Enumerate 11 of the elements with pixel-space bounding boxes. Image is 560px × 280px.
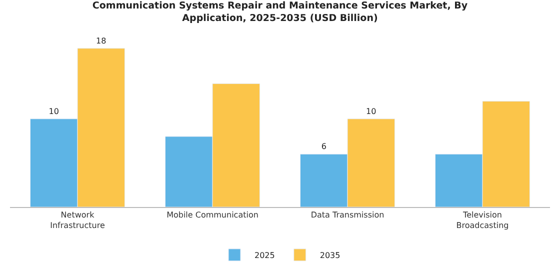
x-tick-label: Mobile Communication xyxy=(166,210,258,220)
data-label: 10 xyxy=(48,106,59,116)
x-tick-label: Network Infrastructure xyxy=(50,210,105,230)
data-label: 18 xyxy=(96,36,106,46)
chart-title: Communication Systems Repair and Maintenance Services Market, By Application, 2025-2035 (USD Billion) xyxy=(92,0,468,24)
data-label: 10 xyxy=(366,106,376,116)
data-label: 6 xyxy=(321,142,326,152)
legend-label: 2025 xyxy=(254,251,275,260)
legend-label: 2035 xyxy=(320,251,340,260)
x-tick-label: Data Transmission xyxy=(310,210,384,220)
x-tick-label: Television Broadcasting xyxy=(456,210,509,230)
